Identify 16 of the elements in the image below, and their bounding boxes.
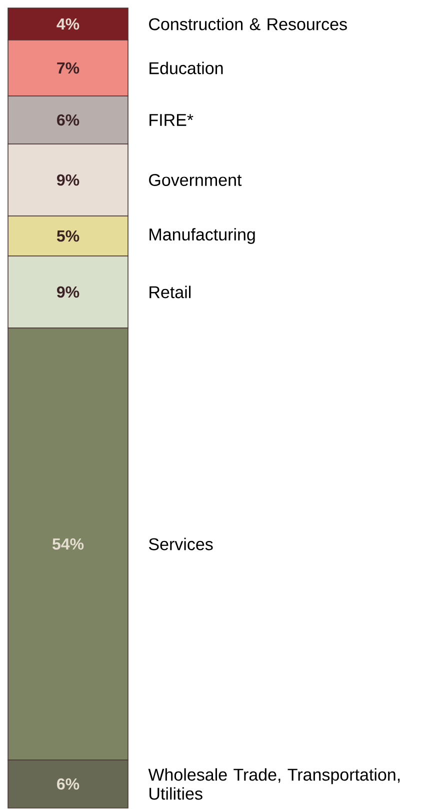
series-label: Manufacturing bbox=[150, 228, 255, 244]
series-label: Wholesale Trade, Transportation, Utilities bbox=[148, 768, 400, 800]
series-label: Retail bbox=[150, 286, 191, 298]
series-label: FIRE* bbox=[150, 114, 194, 126]
series-label: Services bbox=[148, 538, 213, 550]
series-label: Government bbox=[149, 174, 242, 186]
data-label: 9% bbox=[57, 174, 80, 186]
data-label: 54% bbox=[52, 538, 84, 550]
data-label: 6% bbox=[57, 778, 80, 790]
data-label: 6% bbox=[57, 114, 80, 126]
series-label: Education bbox=[150, 62, 223, 74]
series-label: Construction & Resources bbox=[149, 18, 347, 30]
data-label: 5% bbox=[56, 230, 80, 242]
data-label: 4% bbox=[56, 18, 80, 30]
data-label: 7% bbox=[57, 62, 80, 74]
data-label: 9% bbox=[57, 286, 80, 298]
